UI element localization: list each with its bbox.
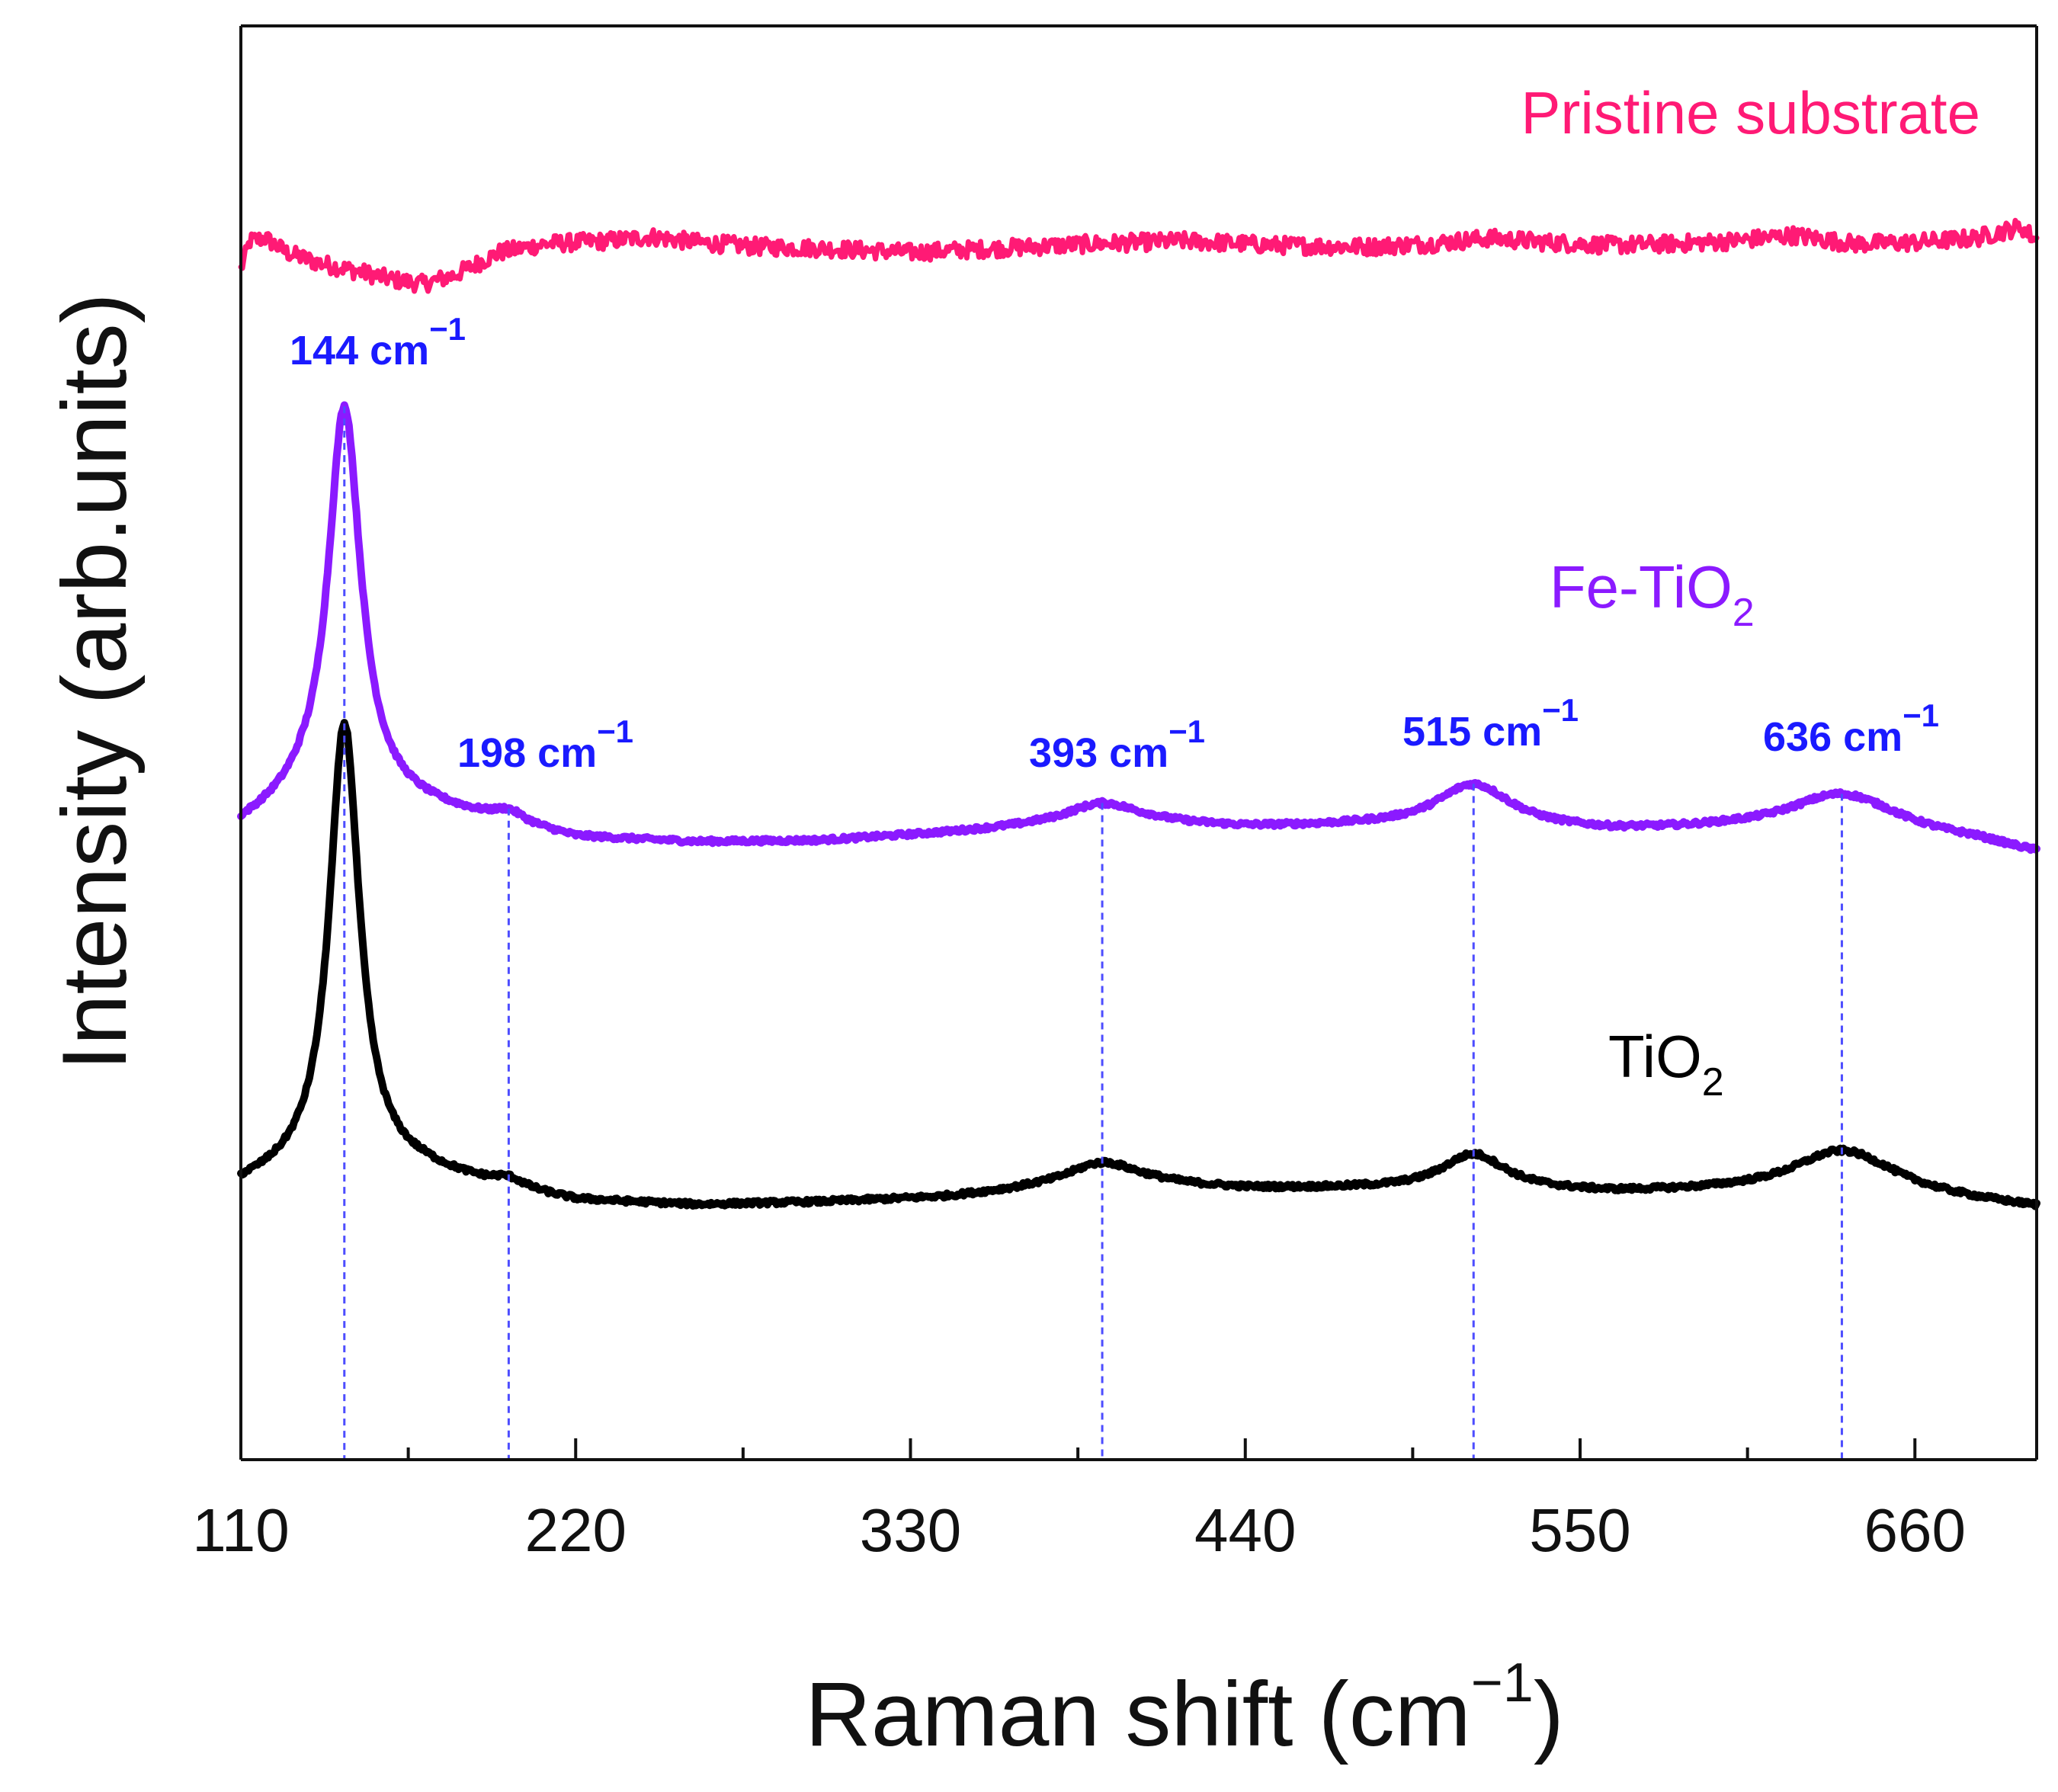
peak-label-text-636: 636 cm bbox=[1763, 714, 1903, 760]
peak-label-636: 636 cm−1 bbox=[1763, 697, 1939, 760]
peak-label-515: 515 cm−1 bbox=[1402, 692, 1579, 755]
series-line-fe_tio2 bbox=[237, 401, 2040, 854]
peak-label-text-144: 144 cm bbox=[290, 328, 429, 373]
series-label-pristine: Pristine substrate bbox=[1521, 79, 1980, 146]
peak-label-144: 144 cm−1 bbox=[290, 311, 466, 373]
x-tick-label-330: 330 bbox=[860, 1496, 961, 1564]
series-label-text-pristine: Pristine substrate bbox=[1521, 79, 1980, 146]
x-tick-label-220: 220 bbox=[525, 1496, 627, 1564]
peak-label-sup-144: −1 bbox=[429, 311, 466, 347]
peak-label-198: 198 cm−1 bbox=[457, 713, 633, 776]
x-axis-title-suffix: ) bbox=[1534, 1663, 1564, 1765]
series-label-tio2: TiO2 bbox=[1608, 1023, 1724, 1104]
series-label-text-fe_tio2: Fe-TiO bbox=[1550, 553, 1733, 620]
peak-label-sup-198: −1 bbox=[597, 713, 633, 749]
series-label-sub-tio2: 2 bbox=[1702, 1060, 1724, 1104]
peak-label-text-198: 198 cm bbox=[457, 730, 597, 776]
peak-label-393: 393 cm−1 bbox=[1029, 713, 1205, 776]
x-axis-title-sup: −1 bbox=[1471, 1653, 1534, 1713]
series-label-text-tio2: TiO bbox=[1608, 1023, 1702, 1090]
peak-label-sup-393: −1 bbox=[1168, 713, 1205, 749]
series-line-tio2 bbox=[237, 719, 2040, 1210]
series-line-pristine bbox=[238, 217, 2040, 294]
peak-label-sup-636: −1 bbox=[1903, 697, 1939, 733]
y-axis-title: Intensity (arb.units) bbox=[43, 293, 146, 1070]
x-tick-label-660: 660 bbox=[1864, 1496, 1966, 1564]
x-tick-label-550: 550 bbox=[1529, 1496, 1630, 1564]
series-label-fe_tio2: Fe-TiO2 bbox=[1550, 553, 1755, 635]
x-axis-title: Raman shift (cm−1) bbox=[805, 1653, 1564, 1765]
x-axis-title-text: Raman shift (cm bbox=[805, 1663, 1471, 1765]
peak-label-sup-515: −1 bbox=[1542, 692, 1579, 728]
peak-label-text-393: 393 cm bbox=[1029, 730, 1168, 776]
series-label-sub-fe_tio2: 2 bbox=[1733, 591, 1755, 635]
x-tick-label-110: 110 bbox=[192, 1496, 290, 1564]
plot-area bbox=[237, 217, 2040, 1210]
peak-label-text-515: 515 cm bbox=[1402, 709, 1542, 755]
x-tick-label-440: 440 bbox=[1194, 1496, 1296, 1564]
